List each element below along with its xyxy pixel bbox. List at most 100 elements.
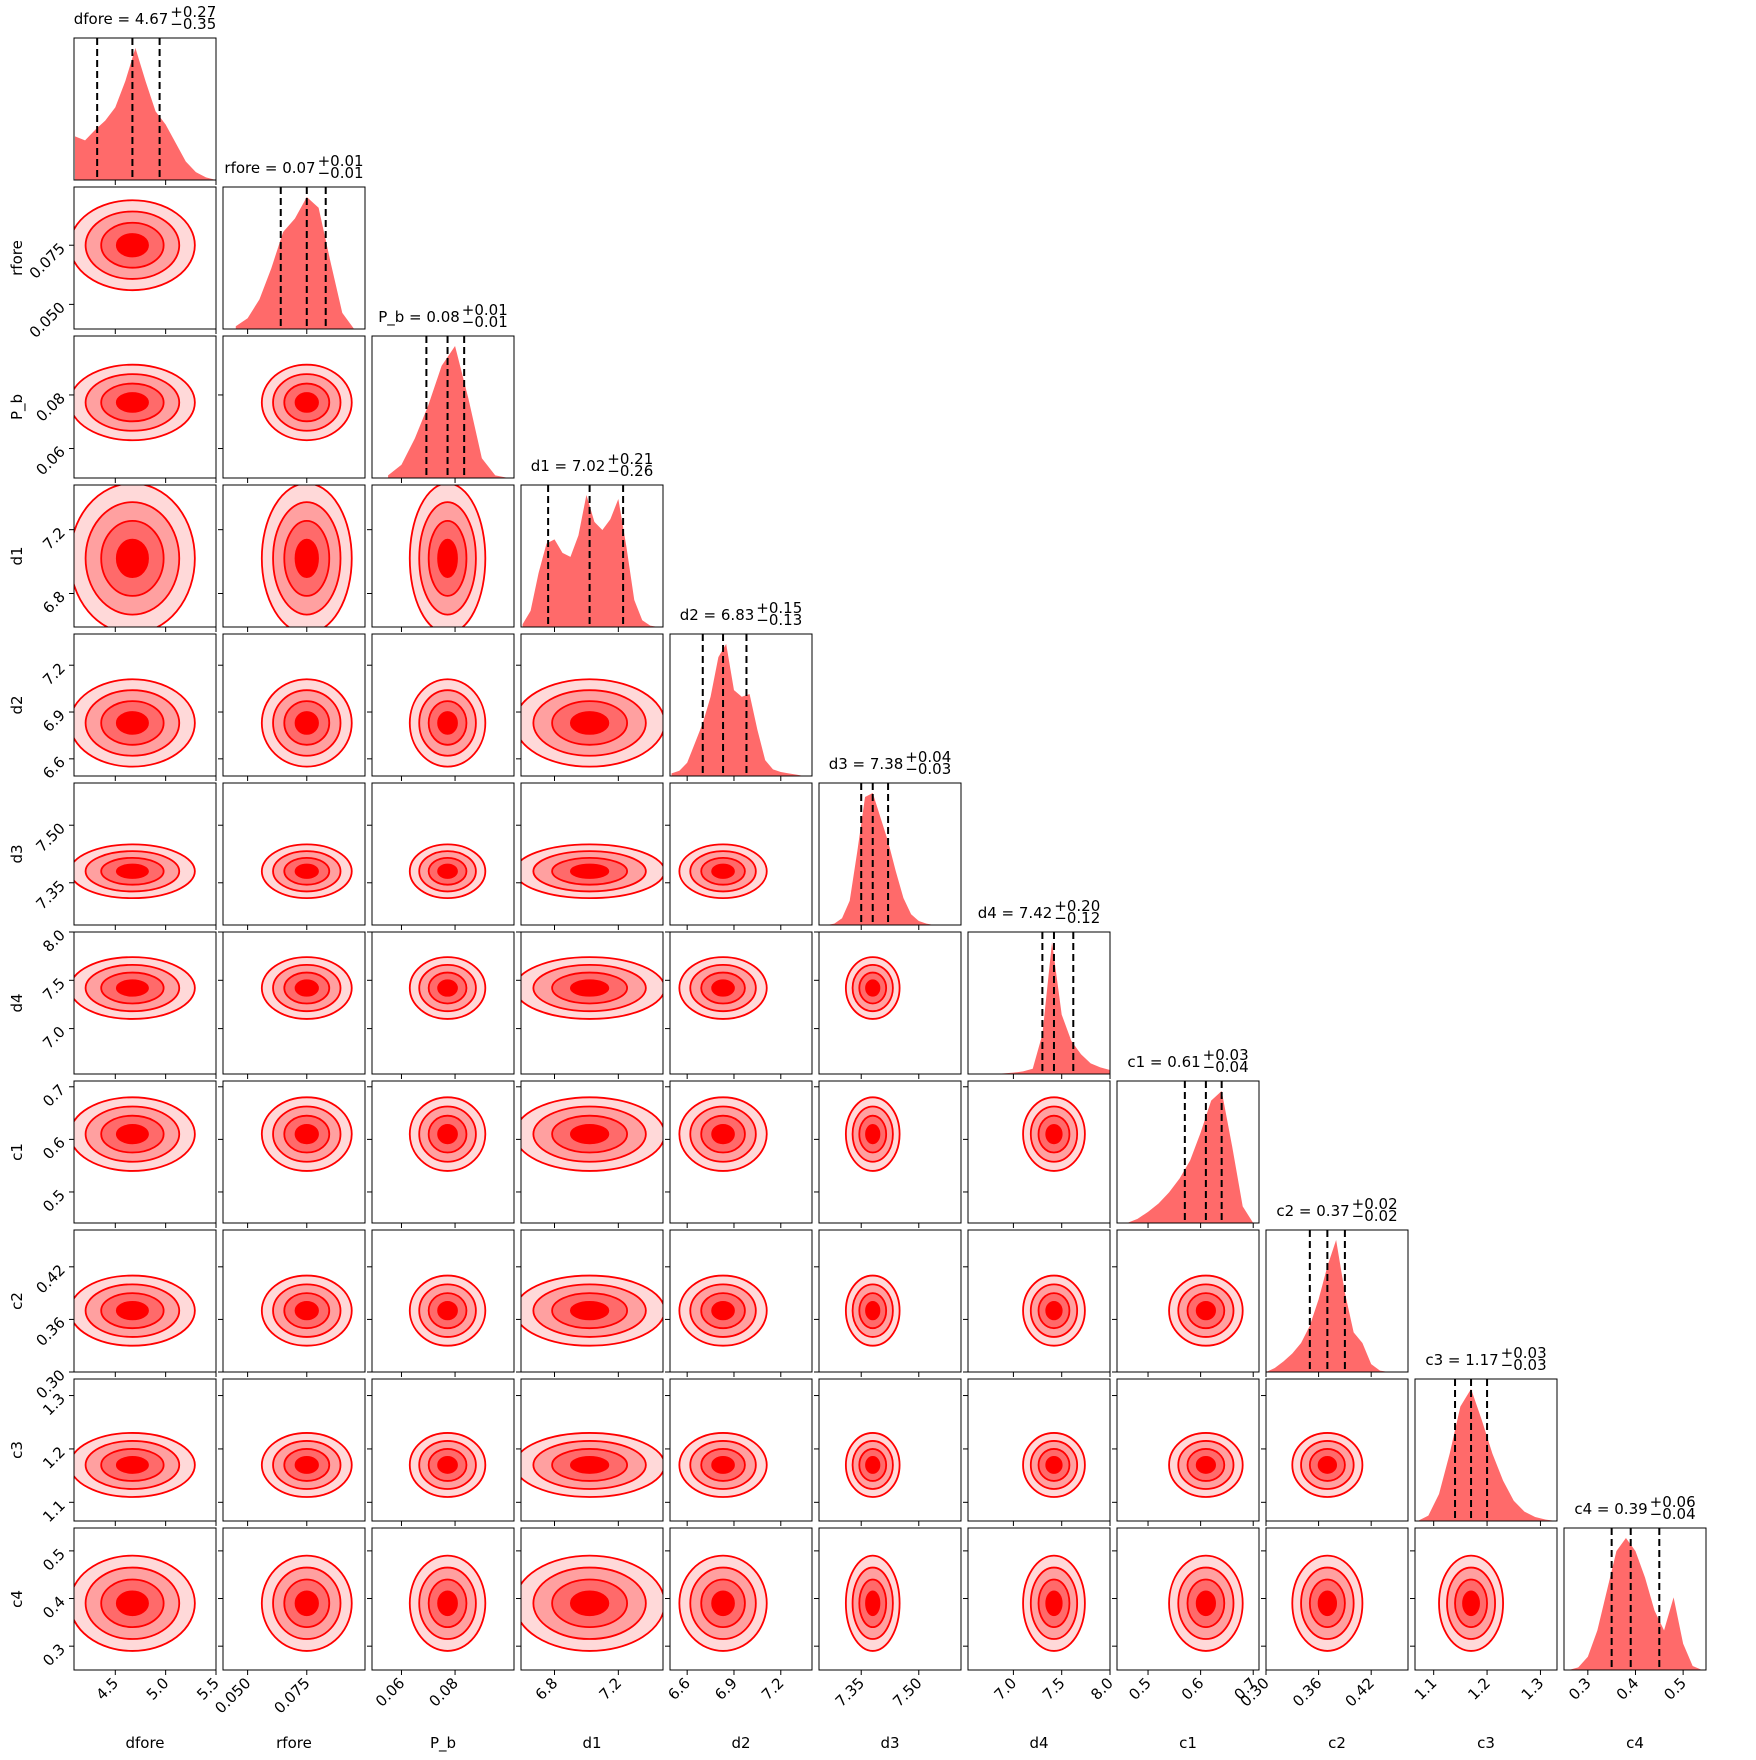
title-lower: −0.01	[462, 313, 508, 331]
contour-level	[1195, 1456, 1216, 1474]
x-tick-label: 7.2	[758, 1674, 788, 1704]
histogram-area	[1417, 1388, 1557, 1521]
contour-panel	[408, 678, 487, 768]
contour-panel	[678, 1432, 768, 1498]
contour-level	[1045, 1590, 1063, 1617]
panel-frame	[967, 1378, 1111, 1522]
panel-frame	[669, 633, 813, 777]
panel-frame	[818, 782, 962, 926]
contour-panel	[678, 1554, 768, 1652]
panel-frame	[222, 1229, 366, 1373]
panel-frame	[818, 931, 962, 1075]
y-tick-label: 7.35	[32, 877, 68, 913]
contour-level	[569, 979, 610, 997]
panel-frame	[669, 1378, 813, 1522]
contour-panel	[74, 1274, 196, 1347]
panel-frame	[222, 186, 366, 330]
histogram-area	[826, 792, 942, 925]
contour-panel	[678, 1274, 768, 1347]
panel-frame	[520, 782, 664, 926]
contour-level	[711, 1590, 735, 1617]
contour-level	[294, 1300, 319, 1321]
x-tick-label: 1.3	[1518, 1674, 1548, 1704]
panel-title: c2 = 0.37	[1276, 1202, 1349, 1220]
contour-level	[437, 1456, 458, 1474]
contour-level	[294, 979, 319, 997]
panel-frame	[520, 1229, 664, 1373]
contour-panel	[408, 1432, 487, 1498]
panel-frame	[371, 335, 515, 479]
x-tick-label: 0.075	[271, 1674, 314, 1717]
histogram-panel	[974, 932, 1110, 1074]
panel-frame	[222, 335, 366, 479]
contour-level	[1317, 1456, 1338, 1474]
histogram-panel	[522, 485, 659, 627]
contour-panel	[408, 956, 487, 1020]
panel-frame	[1414, 1378, 1558, 1522]
y-axis-label: c4	[8, 1590, 26, 1608]
x-tick-label: 0.4	[1613, 1674, 1643, 1704]
contour-level	[1045, 1456, 1063, 1474]
x-tick-label: 1.2	[1464, 1674, 1494, 1704]
contour-panel	[260, 1432, 353, 1498]
panel-title: c1 = 0.61	[1127, 1053, 1200, 1071]
y-axis-label: rfore	[8, 240, 26, 276]
contour-panel	[1022, 1096, 1086, 1172]
contour-level	[569, 1590, 610, 1617]
contour-panel	[844, 956, 901, 1020]
contour-level	[437, 711, 458, 735]
contour-level	[294, 1456, 319, 1474]
contour-panel	[260, 843, 353, 900]
y-axis-label: c2	[8, 1292, 26, 1310]
contour-level	[115, 1456, 149, 1474]
x-tick-label: 0.6	[1178, 1674, 1208, 1704]
contour-level	[437, 1590, 458, 1617]
contour-panel	[844, 1274, 901, 1347]
panel-frame	[371, 1080, 515, 1224]
contour-level	[1195, 1590, 1216, 1617]
contour-level	[115, 392, 149, 413]
panel-frame	[818, 1229, 962, 1373]
contour-level	[711, 863, 735, 879]
y-tick-label: 7.2	[39, 659, 69, 689]
histogram-area	[1126, 1090, 1254, 1223]
contour-level	[115, 979, 149, 997]
panel-frame	[222, 484, 366, 628]
panel-frame	[967, 931, 1111, 1075]
contour-level	[437, 1124, 458, 1145]
contour-level	[437, 979, 458, 997]
y-axis-label: d3	[8, 844, 26, 863]
panel-frame	[669, 931, 813, 1075]
contour-panel	[408, 843, 487, 900]
title-upper: +0.03	[1203, 1046, 1249, 1064]
contour-level	[115, 711, 149, 735]
y-tick-label: 6.9	[39, 706, 69, 736]
y-tick-label: 0.36	[32, 1314, 68, 1350]
y-tick-label: 0.6	[39, 1133, 69, 1163]
contour-panel	[260, 1554, 353, 1652]
contour-level	[115, 863, 149, 879]
contour-level	[294, 1590, 319, 1617]
title-lower: −0.13	[756, 611, 802, 629]
contour-level	[711, 979, 735, 997]
contour-level	[437, 538, 458, 579]
panel-title: d1 = 7.02	[531, 457, 606, 475]
title-lower: −0.03	[1501, 1356, 1547, 1374]
x-tick-label: 6.8	[532, 1674, 562, 1704]
x-axis-label: d1	[582, 1734, 601, 1752]
contour-level	[115, 1590, 149, 1617]
title-lower: −0.02	[1352, 1207, 1398, 1225]
panel-frame	[818, 1080, 962, 1224]
contour-panel	[1291, 1554, 1364, 1652]
contour-panel	[74, 678, 196, 768]
contour-level	[711, 1124, 735, 1145]
contour-level	[437, 863, 458, 879]
panel-frame	[818, 1378, 962, 1522]
histogram-panel	[75, 38, 216, 180]
y-tick-label: 0.42	[32, 1261, 68, 1297]
panel-frame	[669, 1080, 813, 1224]
y-tick-label: 0.5	[39, 1545, 69, 1575]
y-tick-label: 1.2	[39, 1443, 69, 1473]
x-axis-label: rfore	[276, 1734, 312, 1752]
